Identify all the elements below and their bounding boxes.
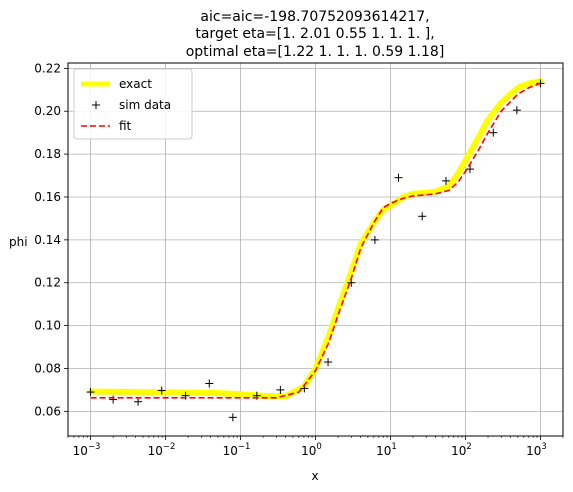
x-tick-label: 102 bbox=[451, 442, 472, 458]
y-tick-label: 0.20 bbox=[34, 104, 61, 118]
legend: exact sim data fit bbox=[73, 68, 193, 140]
series-exact-line bbox=[87, 78, 544, 400]
x-tick-label: 10−1 bbox=[223, 442, 251, 458]
sim-data-point bbox=[418, 212, 427, 221]
sim-data-point bbox=[394, 173, 403, 182]
x-axis-label: x bbox=[311, 469, 318, 483]
legend-item: sim data bbox=[92, 98, 171, 112]
y-tick-label: 0.14 bbox=[34, 233, 61, 247]
sim-data-point bbox=[134, 397, 143, 406]
chart-title-line-1: aic=aic=-198.70752093614217, bbox=[200, 9, 429, 25]
x-tick-base: 10 bbox=[148, 444, 163, 458]
sim-data-point bbox=[512, 106, 521, 115]
x-tick-base: 10 bbox=[451, 444, 466, 458]
x-axis-ticks: 10−3 10−2 10−1 100 101 102 103 bbox=[67, 436, 564, 458]
x-tick-base: 10 bbox=[526, 444, 541, 458]
y-tick-label: 0.06 bbox=[34, 404, 61, 418]
x-tick-base: 10 bbox=[301, 444, 316, 458]
sim-data-point bbox=[466, 165, 475, 174]
x-tick-base: 10 bbox=[73, 444, 88, 458]
chart-title-line-3: optimal eta=[1.22 1. 1. 1. 0.59 1.18] bbox=[186, 44, 445, 60]
x-tick-exponent: 1 bbox=[391, 442, 396, 452]
y-tick-label: 0.16 bbox=[34, 190, 61, 204]
x-tick-label: 101 bbox=[376, 442, 397, 458]
sim-data-point bbox=[489, 128, 498, 137]
y-tick-label: 0.22 bbox=[34, 61, 61, 75]
sim-data-point bbox=[324, 358, 333, 367]
sim-data-point bbox=[86, 388, 95, 397]
x-tick-exponent: −1 bbox=[238, 442, 251, 452]
chart-title-line-2: target eta=[1. 2.01 0.55 1. 1. 1. ], bbox=[195, 26, 434, 42]
series-fit-line bbox=[90, 82, 541, 399]
x-tick-base: 10 bbox=[223, 444, 238, 458]
x-tick-exponent: 2 bbox=[466, 442, 471, 452]
sim-data-point bbox=[157, 386, 166, 395]
x-tick-label: 10−2 bbox=[148, 442, 176, 458]
sim-data-point bbox=[205, 379, 214, 388]
y-tick-label: 0.10 bbox=[34, 319, 61, 333]
x-tick-label: 100 bbox=[301, 442, 322, 458]
grid bbox=[68, 63, 563, 436]
legend-label: fit bbox=[119, 119, 132, 133]
x-tick-exponent: −2 bbox=[163, 442, 176, 452]
y-tick-label: 0.18 bbox=[34, 147, 61, 161]
sim-data-point bbox=[536, 79, 545, 88]
y-axis-ticks: 0.06 0.08 0.10 0.12 0.14 0.16 0.18 0.20 0.22 bbox=[34, 61, 68, 418]
y-axis-label: phi bbox=[9, 235, 28, 249]
sim-data-point bbox=[441, 176, 450, 185]
legend-label: sim data bbox=[119, 98, 171, 112]
y-tick-label: 0.08 bbox=[34, 361, 61, 375]
sim-data-point bbox=[370, 235, 379, 244]
x-tick-base: 10 bbox=[376, 444, 391, 458]
legend-label: exact bbox=[119, 77, 152, 91]
x-tick-label: 103 bbox=[526, 442, 547, 458]
legend-item: fit bbox=[81, 119, 132, 133]
x-tick-label: 10−3 bbox=[73, 442, 101, 458]
sim-data-point bbox=[109, 395, 118, 404]
legend-item: exact bbox=[81, 77, 152, 91]
sim-data-point bbox=[228, 413, 237, 422]
x-tick-exponent: 3 bbox=[541, 442, 546, 452]
x-tick-exponent: 0 bbox=[316, 442, 321, 452]
x-tick-exponent: −3 bbox=[88, 442, 101, 452]
series-layer bbox=[86, 78, 545, 422]
sim-data-point bbox=[276, 385, 285, 394]
y-tick-label: 0.12 bbox=[34, 276, 61, 290]
